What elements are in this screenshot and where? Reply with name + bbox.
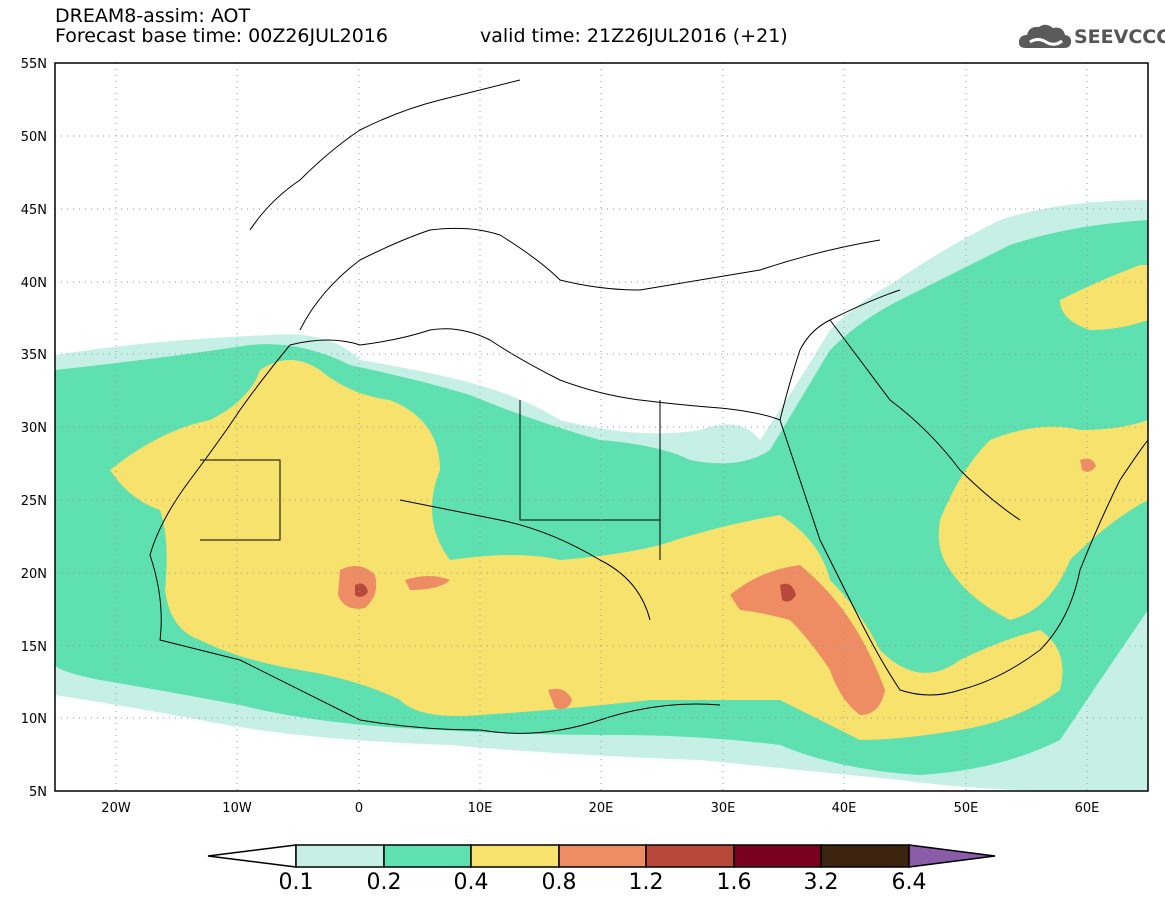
valid-time: valid time: 21Z26JUL2016 (+21) xyxy=(480,25,788,47)
chart-title: DREAM8-assim: AOT xyxy=(55,5,251,27)
lat-label: 10N xyxy=(21,712,47,727)
lat-label: 40N xyxy=(21,276,47,291)
lon-label: 50E xyxy=(954,801,979,816)
forecast-base-time: Forecast base time: 00Z26JUL2016 xyxy=(55,25,388,47)
colorbar-box xyxy=(558,844,647,868)
lon-label: 20W xyxy=(101,801,131,816)
colorbar-label: 1.2 xyxy=(628,870,664,895)
lat-label: 50N xyxy=(21,130,47,145)
lon-label: 40E xyxy=(832,801,857,816)
lat-label: 15N xyxy=(21,640,47,655)
colorbar-box xyxy=(733,844,822,868)
lon-label: 10W xyxy=(222,801,252,816)
lat-label: 45N xyxy=(21,203,47,218)
colorbar-label: 1.6 xyxy=(716,870,752,895)
lon-axis: 20W 10W 0 10E 20E 30E 40E 50E 60E xyxy=(101,801,1099,816)
colorbar-box xyxy=(383,844,472,868)
colorbar-high-arrow xyxy=(908,844,996,868)
logo-text: SEEVCCC xyxy=(1074,26,1165,48)
lat-label: 20N xyxy=(21,567,47,582)
lon-label: 30E xyxy=(711,801,736,816)
cloud-logo-icon xyxy=(1018,24,1072,48)
lon-label: 10E xyxy=(468,801,493,816)
colorbar-low-arrow xyxy=(207,844,297,868)
lat-label: 55N xyxy=(21,57,47,72)
lat-label: 5N xyxy=(29,785,47,800)
colorbar-box xyxy=(645,844,735,868)
colorbar-label: 0.8 xyxy=(541,870,577,895)
colorbar-label: 0.2 xyxy=(366,870,402,895)
colorbar-label: 6.4 xyxy=(891,870,927,895)
seevccc-logo: SEEVCCC xyxy=(1018,18,1165,58)
lon-label: 60E xyxy=(1075,801,1100,816)
lat-label: 35N xyxy=(21,348,47,363)
colorbar-box xyxy=(470,844,560,868)
colorbar-box xyxy=(820,844,910,868)
lon-label: 20E xyxy=(589,801,614,816)
colorbar-label: 3.2 xyxy=(803,870,839,895)
colorbar-label: 0.4 xyxy=(453,870,489,895)
lat-label: 25N xyxy=(21,494,47,509)
colorbar xyxy=(207,844,996,868)
lat-axis: 55N 50N 45N 40N 35N 30N 25N 20N 15N 10N … xyxy=(21,57,47,800)
colorbar-box xyxy=(295,844,385,868)
map-frame xyxy=(54,62,1149,792)
colorbar-label: 0.1 xyxy=(278,870,314,895)
lon-label: 0 xyxy=(355,801,363,816)
lat-label: 30N xyxy=(21,421,47,436)
coastlines xyxy=(149,79,1148,734)
gridlines xyxy=(55,63,1148,791)
